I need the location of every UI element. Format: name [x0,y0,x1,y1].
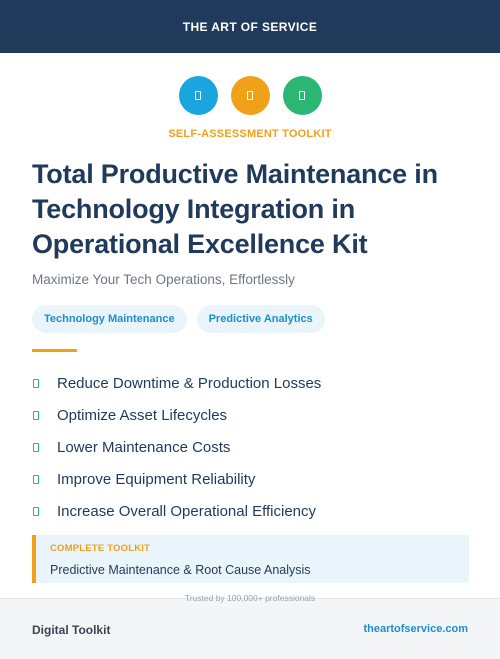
toolkit-description: Predictive Maintenance & Root Cause Anal… [50,563,311,577]
header-bar: THE ART OF SERVICE [0,0,500,53]
list-item: Lower Maintenance Costs [32,431,321,463]
page-title: Total Productive Maintenance in Technolo… [32,159,438,259]
list-item: Improve Equipment Reliability [32,463,321,495]
brand-name: THE ART OF SERVICE [182,19,318,34]
accent-divider [32,349,77,352]
benefit-text: Improve Equipment Reliability [57,470,256,488]
website-link[interactable]: theartofservice.com [363,623,468,635]
footer: Trusted by 100,000+ professionals Digita… [0,593,500,659]
check-icon [33,410,39,420]
tag-predictive-analytics: Predictive Analytics [196,305,325,333]
benefit-text: Lower Maintenance Costs [57,438,231,456]
benefit-text: Reduce Downtime & Production Losses [57,374,322,392]
subtitle: Maximize Your Tech Operations, Effortles… [32,272,295,287]
tag-technology-maintenance: Technology Maintenance [32,305,187,333]
trusted-note: Trusted by 100,000+ professionals [184,593,316,603]
footer-label: Digital Toolkit [32,623,111,637]
check-icon [33,442,39,452]
tag-list: Technology Maintenance Predictive Analyt… [32,305,325,333]
benefit-list: Reduce Downtime & Production Losses Opti… [32,367,321,527]
benefit-text: Increase Overall Operational Efficiency [57,502,317,520]
document-icon [230,76,270,115]
toolkit-label: COMPLETE TOOLKIT [50,543,151,554]
toolkit-callout: COMPLETE TOOLKIT Predictive Maintenance … [32,535,469,583]
kicker-label: SELF-ASSESSMENT TOOLKIT [168,128,332,140]
document-icon [282,76,322,115]
check-icon [33,474,39,484]
document-icon [178,76,218,115]
check-icon [33,378,39,388]
icon-row [0,76,500,115]
check-icon [33,506,39,516]
list-item: Optimize Asset Lifecycles [32,399,321,431]
list-item: Increase Overall Operational Efficiency [32,495,321,527]
benefit-text: Optimize Asset Lifecycles [57,406,228,424]
list-item: Reduce Downtime & Production Losses [32,367,321,399]
